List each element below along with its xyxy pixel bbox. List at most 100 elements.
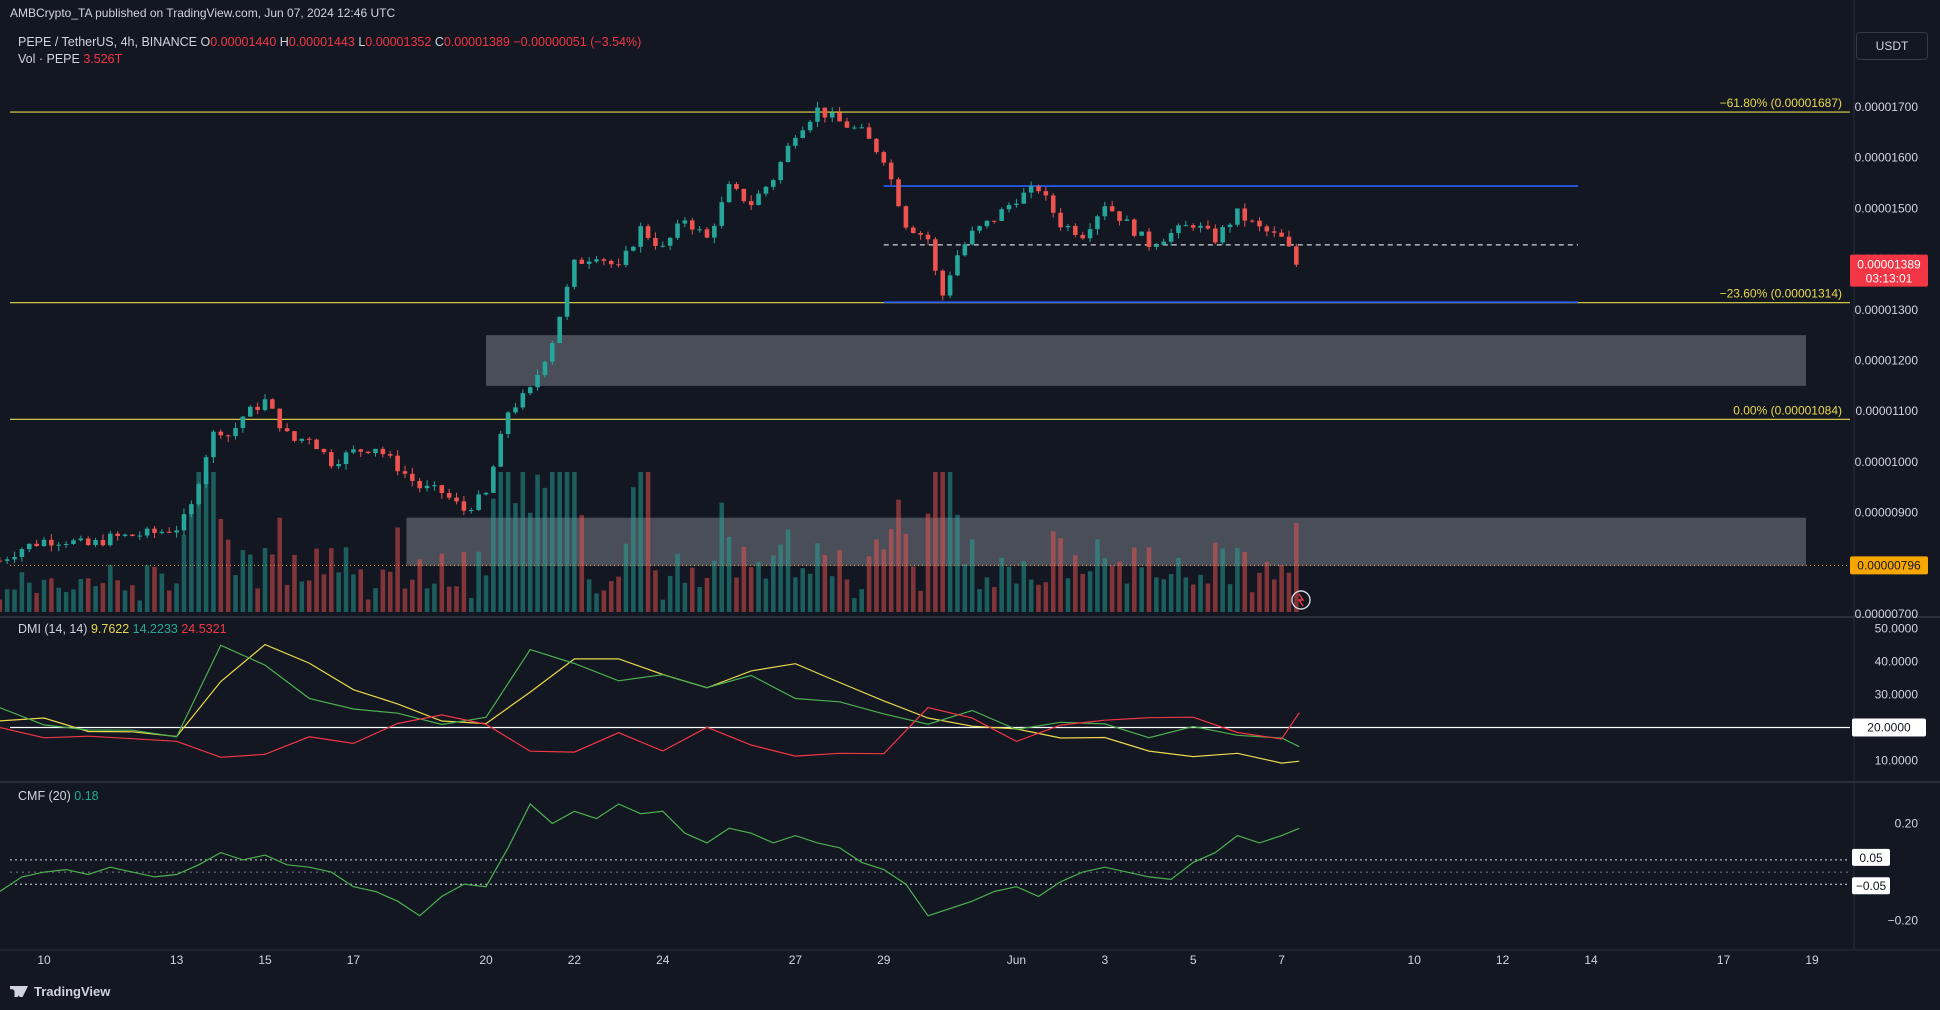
candle-body [689,220,695,230]
time-axis-tick: 17 [347,953,361,967]
replay-icon [1291,590,1311,610]
volume-bar [1220,548,1225,612]
volume-bar [343,547,349,612]
volume-label: Vol · PEPE [18,52,80,66]
volume-bar [1286,572,1292,612]
time-axis-tick: 22 [568,953,582,967]
candle-body [1117,211,1122,221]
dmi-legend[interactable]: DMI (14, 14) 9.7622 14.2233 24.5321 [18,622,227,636]
candle-body [299,438,305,441]
volume-bar [1161,579,1167,612]
volume-bar [1014,583,1019,612]
volume-bar [321,574,327,612]
candle-body [844,121,850,128]
candle-body [365,451,371,454]
time-axis-tick: 5 [1190,953,1197,967]
volume-bar [1021,561,1027,612]
volume-bar [49,578,54,612]
candle-body [984,220,990,227]
price-axis-tick: 0.00001500 [1855,201,1919,215]
volume-bar [1124,583,1130,612]
currency-button[interactable]: USDT [1856,32,1928,60]
candle-body [1058,212,1063,228]
candle-body [1213,228,1218,243]
candle-body [852,127,857,129]
volume-bar [778,544,783,612]
volume-bar [1279,565,1284,612]
candle-body [1095,216,1100,230]
candle-body [1264,226,1270,232]
price-axis-tick: 0.00000700 [1855,607,1919,621]
high-value: 0.00001443 [288,35,355,49]
volume-bar [844,579,850,612]
volume-legend[interactable]: Vol · PEPE 3.526T [18,52,122,66]
volume-bar [1073,555,1078,612]
candle-body [785,145,791,162]
symbol-legend[interactable]: PEPE / TetherUS, 4h, BINANCE O0.00001440… [18,35,641,49]
volume-bar [962,564,968,612]
volume-bar [505,472,511,612]
candle-body [1190,225,1196,228]
volume-bar [933,472,938,612]
cmf-title: CMF (20) [18,789,71,803]
candle-body [704,229,710,238]
time-axis-tick: 14 [1584,953,1598,967]
volume-value: 3.526T [83,52,123,66]
candle-body [1087,229,1093,239]
candle-body [1176,225,1181,234]
volume-bar [1154,577,1159,612]
candle-body [446,492,452,498]
tradingview-logo-text: TradingView [34,984,111,999]
volume-bar [955,514,960,612]
candle-body [623,250,629,265]
volume-bar [535,474,540,612]
volume-bar [292,555,297,612]
volume-bar [1249,592,1255,612]
volume-bar [741,546,747,612]
volume-bar [122,590,128,612]
price-axis-tick: 0.00001200 [1855,354,1919,368]
candle-body [292,431,297,441]
volume-bar [203,472,209,612]
candle-body [1036,186,1041,192]
candle-body [1279,232,1284,237]
volume-bar [1168,573,1174,612]
candle-body [550,343,555,362]
candle-body [410,473,415,481]
volume-bar [461,552,467,612]
candle-body [933,239,938,271]
high-label: H [279,35,289,49]
candle-body [1109,206,1115,212]
volume-bar [837,549,842,612]
tradingview-logo[interactable]: TradingView [10,984,110,999]
candle-body [1131,219,1137,236]
candle-body [874,138,879,153]
candle-body [152,528,157,533]
minus-di-value: 24.5321 [181,622,227,636]
volume-bar [631,487,636,612]
candle-body [572,259,577,287]
volume-bar [108,565,113,612]
candle-body [793,137,798,146]
candle-body [829,112,835,118]
candle-body [1050,195,1056,213]
volume-bar [4,589,10,612]
volume-bar [667,575,673,612]
time-axis-tick: 3 [1101,953,1108,967]
volume-bar [174,583,179,612]
candle-body [1154,244,1159,247]
volume-bar [800,568,806,612]
candle-body [1021,192,1027,204]
price-axis-tick: 0.00001100 [1855,404,1918,418]
volume-bar [704,577,710,612]
cmf-legend[interactable]: CMF (20) 0.18 [18,789,99,803]
candle-body [476,494,481,510]
candle-body [888,162,894,180]
candle-body [763,186,769,194]
volume-bar [358,569,364,612]
candle-body [351,449,356,453]
candle-body [402,471,408,474]
candle-body [682,220,688,224]
volume-bar [734,577,739,612]
